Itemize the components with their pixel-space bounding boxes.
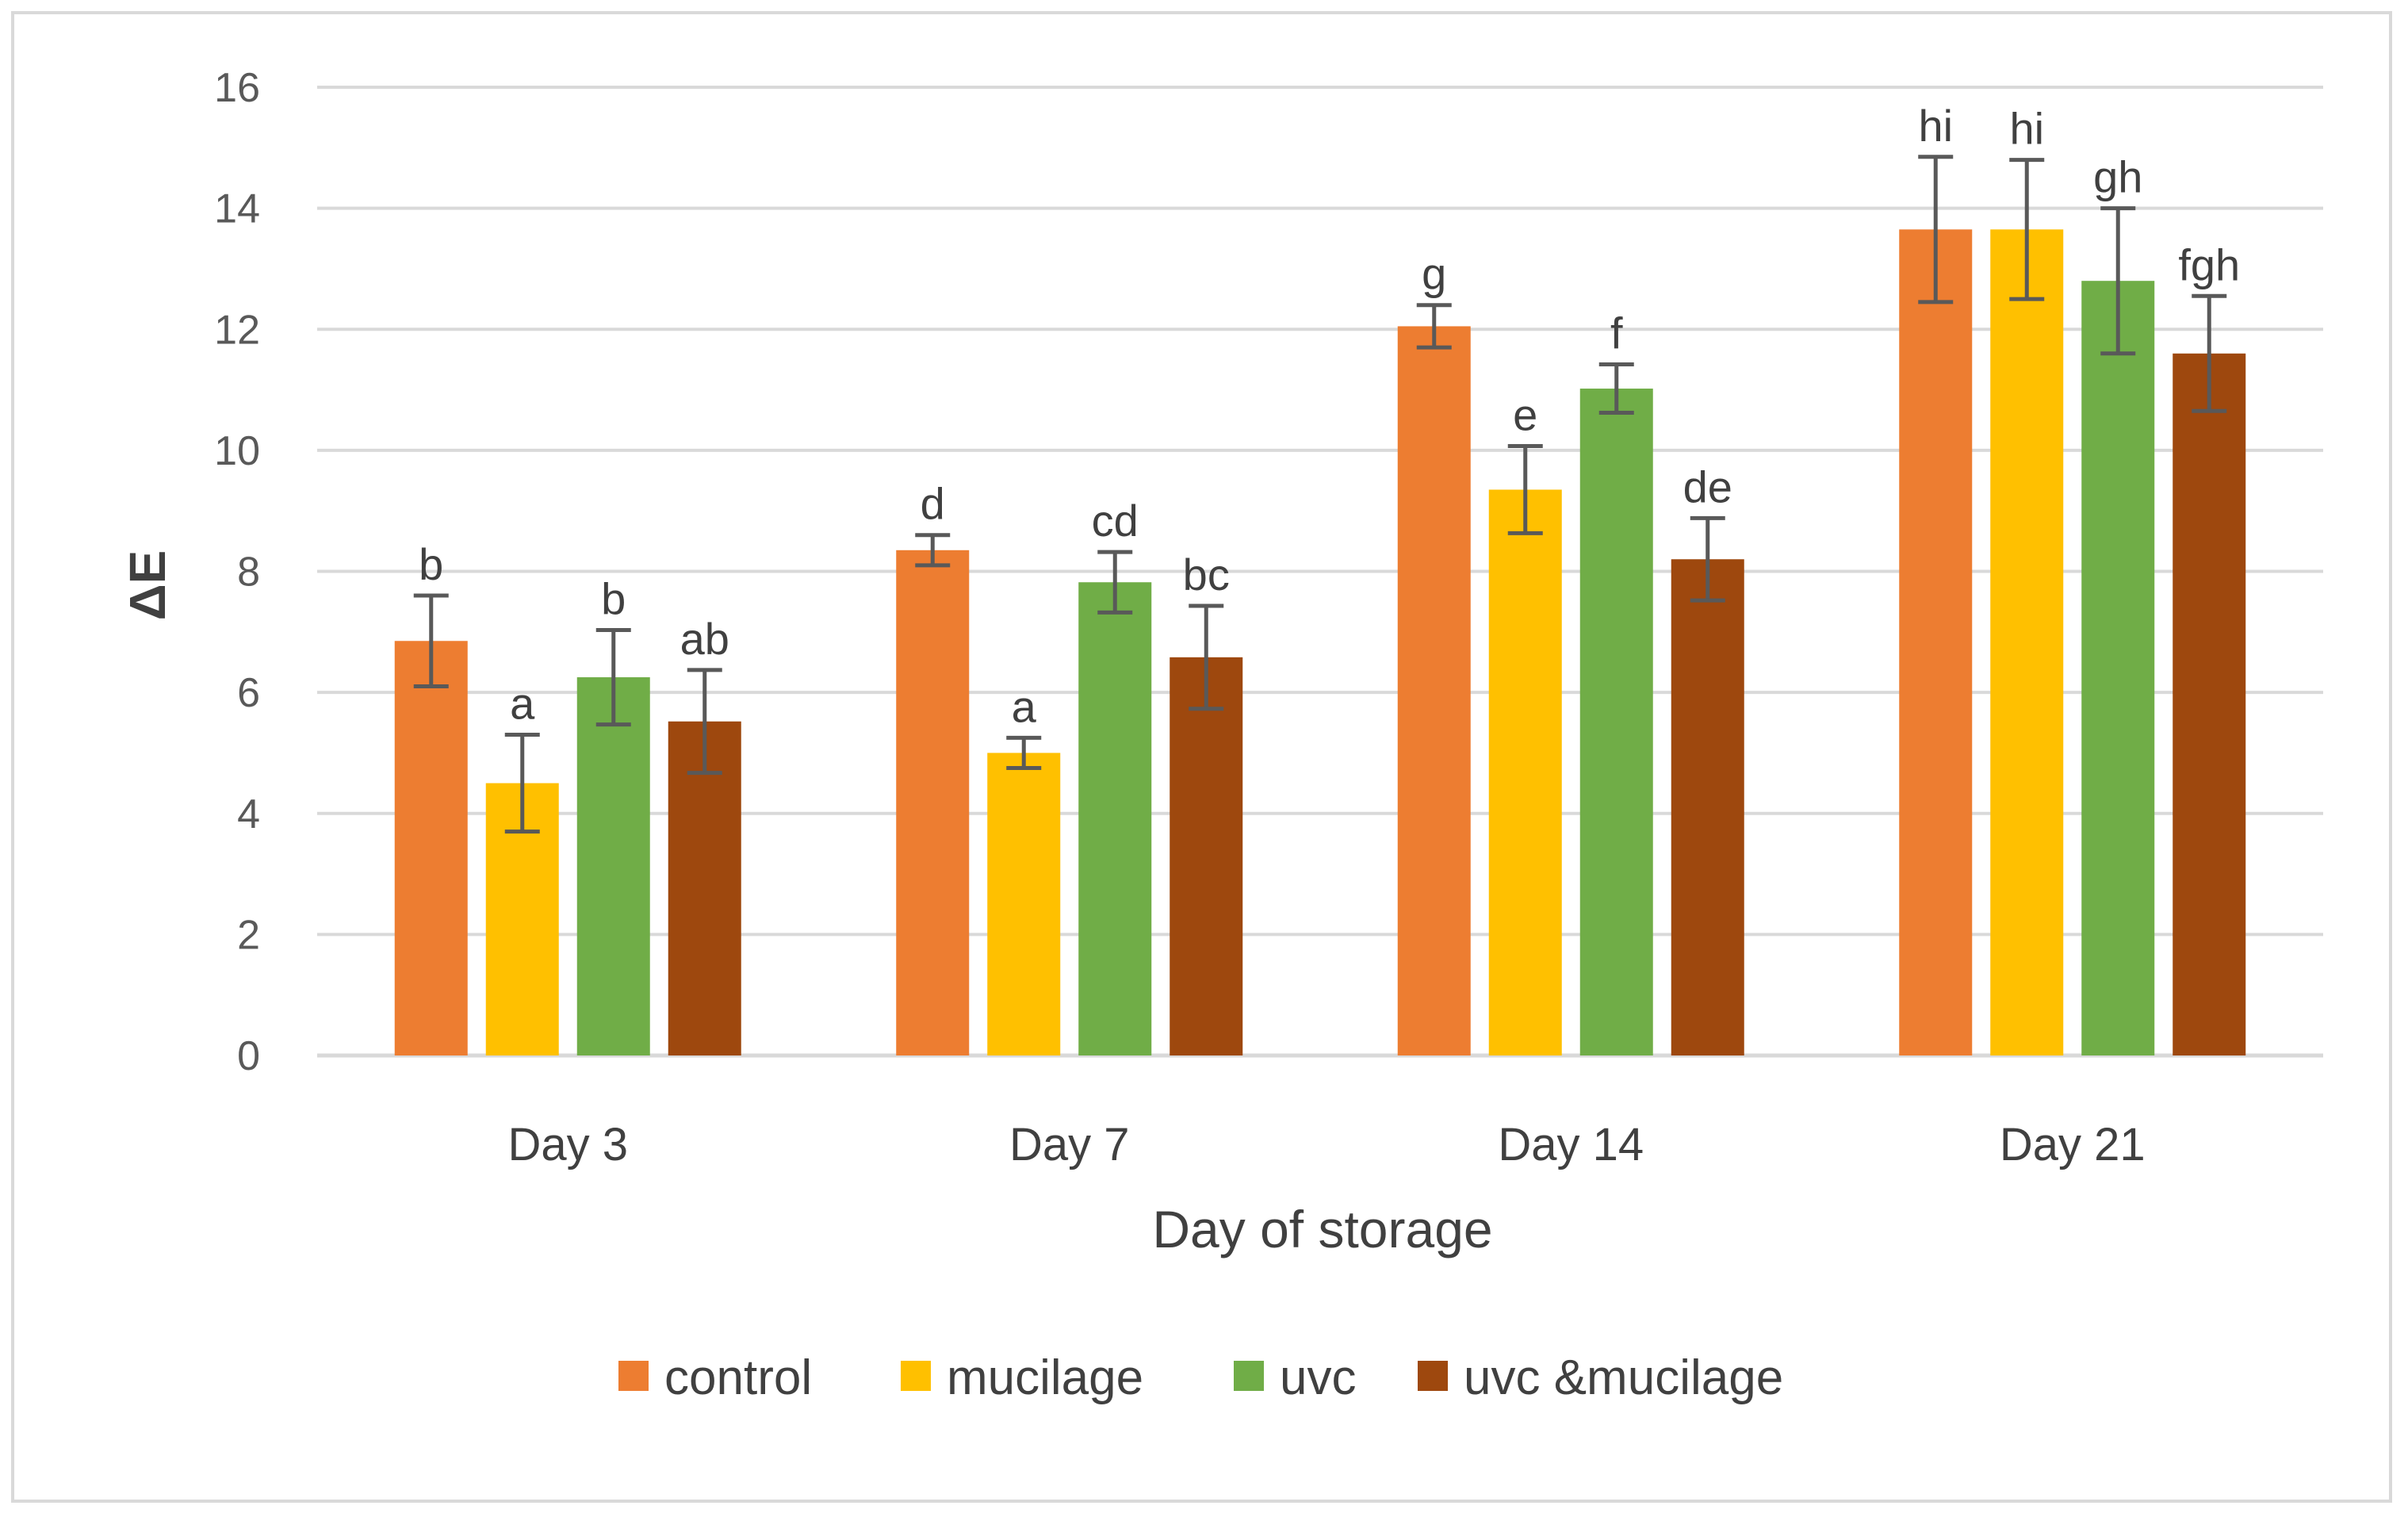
bar xyxy=(1488,489,1562,1055)
y-tick-label: 10 xyxy=(214,428,260,474)
significance-label: ab xyxy=(680,614,729,664)
bar xyxy=(1078,582,1152,1055)
significance-label: a xyxy=(510,679,535,729)
significance-label: cd xyxy=(1092,496,1139,546)
significance-label: de xyxy=(1683,462,1732,511)
bar xyxy=(1170,657,1243,1055)
bar xyxy=(2173,353,2246,1055)
significance-label: e xyxy=(1513,390,1537,440)
gridlines xyxy=(317,86,2323,1058)
bar xyxy=(987,753,1061,1055)
x-axis-title: Day of storage xyxy=(1152,1200,1492,1258)
y-tick-labels: 0 2 4 6 8 10 12 14 16 xyxy=(214,65,260,1079)
y-tick-label: 14 xyxy=(214,186,260,232)
legend-item: uvc xyxy=(1234,1350,1356,1405)
bar xyxy=(1671,559,1744,1055)
significance-label: d xyxy=(921,479,945,529)
bar xyxy=(576,677,650,1055)
significance-label: a xyxy=(1012,681,1037,731)
significance-label: gh xyxy=(2093,152,2142,202)
legend-swatch xyxy=(901,1361,931,1391)
legend-label: uvc &mucilage xyxy=(1464,1350,1783,1405)
y-tick-label: 12 xyxy=(214,307,260,353)
y-tick-label: 6 xyxy=(237,670,260,716)
legend-swatch xyxy=(1418,1361,1448,1391)
legend-label: uvc xyxy=(1280,1350,1356,1405)
significance-label: f xyxy=(1610,308,1623,358)
bar xyxy=(896,550,970,1055)
bar xyxy=(668,721,741,1055)
legend-item: mucilage xyxy=(901,1350,1143,1405)
significance-label: bc xyxy=(1183,550,1230,600)
y-tick-label: 2 xyxy=(237,912,260,958)
significance-label: b xyxy=(601,574,626,624)
significance-label: hi xyxy=(1918,101,1953,151)
x-category-label: Day 21 xyxy=(2000,1119,2146,1170)
legend-swatch xyxy=(1234,1361,1264,1391)
significance-label: b xyxy=(419,539,443,589)
chart-frame: b a b ab d a cd bc g e f de hi hi gh fgh 0 2 4 6 8 10 12 14 16 … xyxy=(11,11,2392,1503)
bar xyxy=(1397,326,1471,1055)
y-tick-label: 0 xyxy=(237,1033,260,1079)
x-category-label: Day 3 xyxy=(507,1119,628,1170)
legend-item: uvc &mucilage xyxy=(1418,1350,1783,1405)
x-category-label: Day 7 xyxy=(1009,1119,1130,1170)
legend: control mucilage uvc uvc &mucilage xyxy=(618,1350,1783,1405)
legend-swatch xyxy=(618,1361,649,1391)
legend-label: mucilage xyxy=(947,1350,1143,1405)
x-category-labels: Day 3 Day 7 Day 14 Day 21 xyxy=(507,1119,2145,1170)
significance-label: hi xyxy=(2009,104,2044,154)
y-tick-label: 16 xyxy=(214,65,260,111)
legend-label: control xyxy=(664,1350,812,1405)
y-tick-label: 8 xyxy=(237,550,260,596)
error-bars xyxy=(413,155,2227,834)
bar xyxy=(2081,281,2155,1055)
x-category-label: Day 14 xyxy=(1498,1119,1644,1170)
y-tick-label: 4 xyxy=(237,791,260,837)
bars xyxy=(394,229,2246,1056)
bar xyxy=(1899,229,1973,1056)
bar xyxy=(1990,229,2064,1056)
y-axis-title: ΔE xyxy=(119,550,176,621)
bar xyxy=(394,641,468,1055)
significance-label: g xyxy=(1422,249,1446,299)
significance-label: fgh xyxy=(2178,239,2240,289)
legend-item: control xyxy=(618,1350,812,1405)
bar xyxy=(1579,389,1653,1055)
